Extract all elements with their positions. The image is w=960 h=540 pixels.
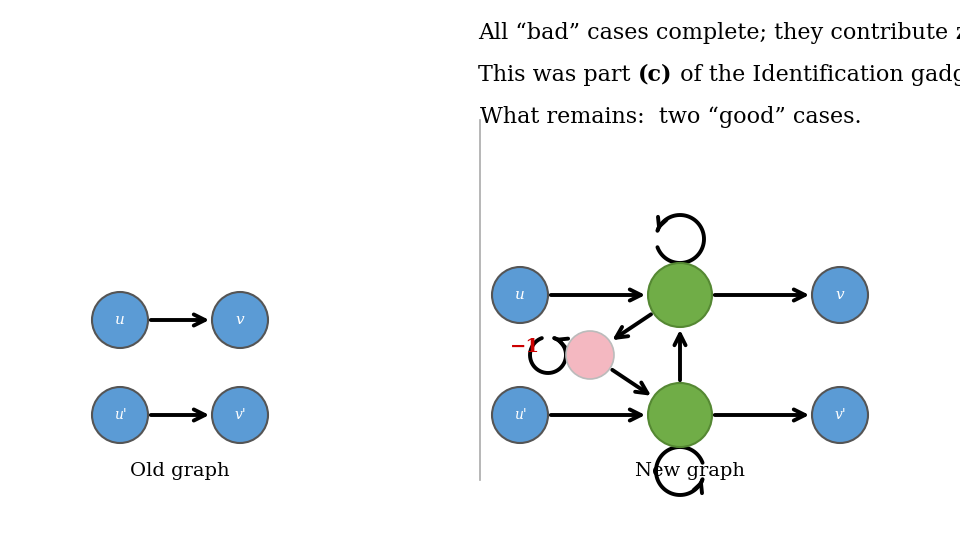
Circle shape [92, 387, 148, 443]
Text: v: v [236, 313, 244, 327]
Circle shape [812, 267, 868, 323]
Text: (c): (c) [638, 64, 673, 86]
Circle shape [212, 292, 268, 348]
Text: This was part: This was part [478, 64, 638, 86]
Circle shape [648, 383, 712, 447]
Circle shape [492, 267, 548, 323]
Circle shape [812, 387, 868, 443]
Text: v: v [836, 288, 844, 302]
Text: All “bad” cases complete; they contribute: All “bad” cases complete; they contribut… [478, 22, 956, 44]
Text: What remains:  two “good” cases.: What remains: two “good” cases. [479, 106, 861, 128]
Circle shape [648, 263, 712, 327]
Text: u': u' [113, 408, 127, 422]
Circle shape [92, 292, 148, 348]
Circle shape [566, 331, 614, 379]
Text: u: u [516, 288, 525, 302]
Circle shape [212, 387, 268, 443]
Text: −1: −1 [510, 338, 540, 356]
Text: u': u' [514, 408, 526, 422]
Text: u: u [115, 313, 125, 327]
Text: v': v' [834, 408, 846, 422]
Text: of the Identification gadget properties.: of the Identification gadget properties. [673, 64, 960, 86]
Text: zero: zero [956, 22, 960, 44]
Text: New graph: New graph [635, 462, 745, 480]
Circle shape [492, 387, 548, 443]
Text: Old graph: Old graph [131, 462, 229, 480]
Text: v': v' [234, 408, 246, 422]
